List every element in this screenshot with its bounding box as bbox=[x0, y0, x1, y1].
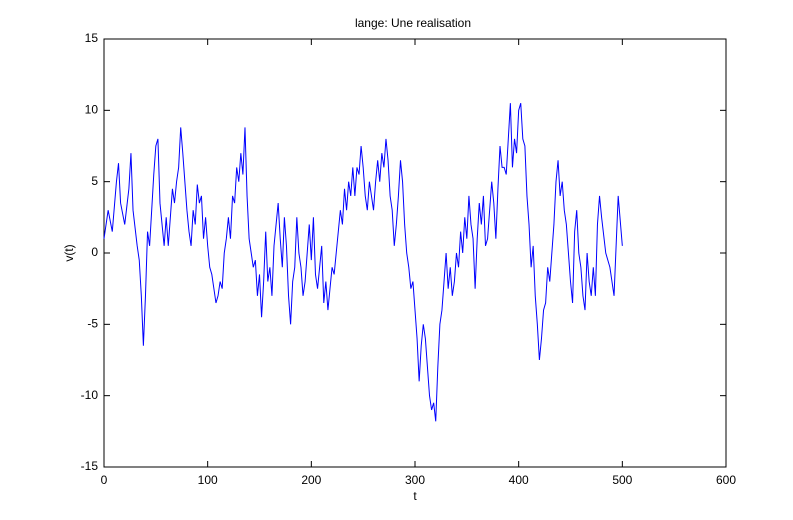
x-axis-label: t bbox=[413, 489, 417, 503]
x-tick-label: 0 bbox=[101, 473, 108, 487]
x-tick-label: 400 bbox=[509, 473, 529, 487]
y-tick-label: 10 bbox=[85, 103, 99, 117]
y-tick-label: -5 bbox=[87, 317, 98, 331]
y-tick-label: 15 bbox=[85, 31, 99, 45]
data-line bbox=[103, 103, 623, 422]
y-tick-label: 5 bbox=[91, 174, 98, 188]
y-tick-label: 0 bbox=[91, 245, 98, 259]
x-tick-label: 200 bbox=[301, 473, 321, 487]
y-tick-label: -15 bbox=[81, 459, 99, 473]
x-tick-label: 300 bbox=[405, 473, 425, 487]
chart-title: lange: Une realisation bbox=[355, 16, 471, 30]
y-tick-label: -10 bbox=[81, 388, 99, 402]
x-tick-label: 100 bbox=[198, 473, 218, 487]
y-axis-label: v(t) bbox=[62, 244, 76, 261]
x-tick-label: 600 bbox=[716, 473, 736, 487]
x-tick-label: 500 bbox=[612, 473, 632, 487]
